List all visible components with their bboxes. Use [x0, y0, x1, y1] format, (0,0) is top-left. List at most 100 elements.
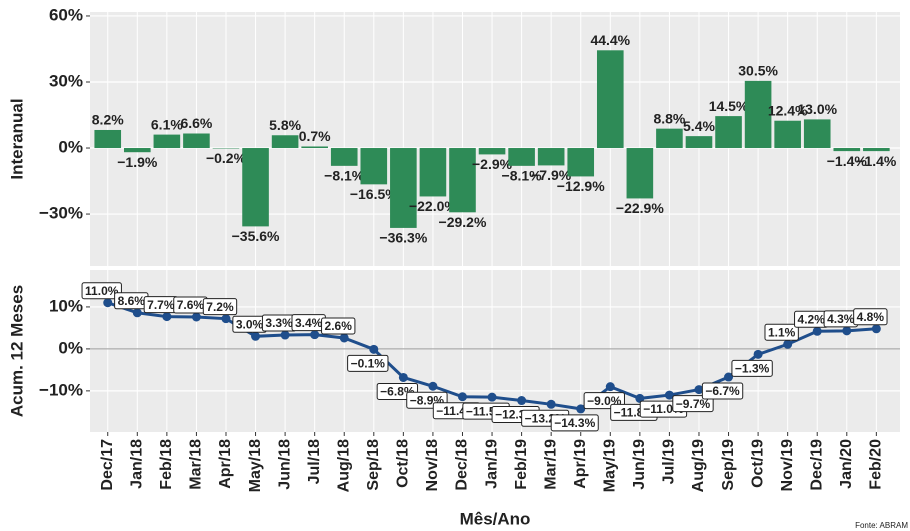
- bar: [803, 119, 831, 149]
- data-label: 4.2%: [798, 312, 826, 326]
- point: [842, 326, 852, 336]
- point: [664, 390, 674, 400]
- point: [457, 392, 467, 402]
- point: [280, 330, 290, 340]
- x-tick-label: Nov/19: [779, 439, 796, 492]
- point: [132, 308, 142, 318]
- data-label-box: −6.8%: [376, 382, 419, 400]
- label-background: [81, 282, 122, 300]
- data-label: −8.1%: [324, 168, 365, 184]
- point: [871, 324, 881, 334]
- data-label-box: 1.1%: [764, 323, 799, 341]
- point: [605, 382, 615, 392]
- x-tick-label: Jul/18: [306, 439, 323, 484]
- data-label: −0.1%: [351, 356, 386, 370]
- bar: [774, 120, 801, 149]
- data-label: −8.1%: [502, 168, 543, 184]
- data-label: −12.9%: [557, 178, 605, 194]
- bar: [419, 148, 447, 197]
- data-label: −0.2%: [206, 150, 247, 166]
- bar: [330, 148, 358, 166]
- bar: [508, 148, 535, 166]
- data-label: −2.9%: [472, 156, 513, 172]
- x-tick-label: Nov/18: [424, 439, 441, 492]
- data-label-box: 11.0%: [81, 282, 122, 300]
- x-axis-title: Mês/Ano: [460, 509, 531, 528]
- bar: [478, 148, 506, 155]
- y-tick-label: 30%: [49, 71, 83, 90]
- data-label: 3.4%: [295, 316, 323, 330]
- data-label: 6.1%: [151, 116, 183, 132]
- x-tick-label: Mar/18: [188, 439, 205, 490]
- data-label: −9.7%: [676, 397, 711, 411]
- y-axis-title: Interanual: [7, 98, 26, 179]
- point: [487, 392, 497, 402]
- x-tick-label: Jun/18: [276, 439, 293, 490]
- point: [694, 385, 704, 395]
- x-tick-label: Aug/18: [335, 439, 352, 492]
- data-label: −1.3%: [735, 362, 770, 376]
- data-label-box: 2.6%: [321, 317, 356, 335]
- bar: [123, 148, 151, 153]
- data-label: −22.9%: [616, 200, 664, 216]
- y-tick-label: 60%: [49, 5, 83, 24]
- data-label-box: 4.2%: [794, 310, 829, 328]
- data-label-box: −0.1%: [347, 354, 389, 372]
- y-tick-label: −10%: [39, 380, 83, 399]
- bar: [360, 148, 388, 185]
- x-tick-label: May/19: [602, 439, 619, 492]
- y-tick-label: 10%: [49, 296, 83, 315]
- point: [546, 399, 556, 409]
- bar: [567, 148, 595, 177]
- label-background: [672, 395, 714, 413]
- data-label: −1.4%: [827, 153, 868, 169]
- x-tick-label: Dec/19: [808, 439, 825, 491]
- data-label: 4.3%: [827, 312, 855, 326]
- point: [753, 349, 763, 359]
- data-label-box: 4.8%: [853, 308, 888, 326]
- data-label: 7.7%: [147, 298, 175, 312]
- data-label: 5.4%: [683, 118, 715, 134]
- data-label: −16.5%: [350, 186, 398, 202]
- data-label: 12.4%: [768, 102, 808, 118]
- data-label-box: −9.7%: [672, 395, 714, 413]
- data-label: −6.7%: [705, 384, 740, 398]
- label-background: [853, 308, 888, 326]
- bar: [744, 80, 772, 149]
- data-label: 0.7%: [299, 128, 331, 144]
- data-label: −7.9%: [531, 167, 572, 183]
- data-label-box: −14.3%: [550, 414, 599, 432]
- point: [191, 312, 201, 322]
- data-label: 14.5%: [709, 98, 749, 114]
- x-tick-label: Dec/17: [99, 439, 116, 491]
- data-label: 3.0%: [236, 317, 264, 331]
- bar: [537, 148, 565, 166]
- data-label: 8.2%: [92, 112, 124, 128]
- data-label: −14.3%: [554, 416, 595, 430]
- data-label: 6.6%: [180, 115, 212, 131]
- bar: [183, 133, 210, 149]
- bar: [863, 148, 890, 152]
- x-tick-label: Aug/19: [690, 439, 707, 492]
- point: [103, 298, 113, 308]
- point: [251, 331, 261, 341]
- bar: [271, 135, 299, 149]
- data-label: 2.6%: [325, 319, 353, 333]
- x-tick-label: Feb/19: [513, 439, 530, 490]
- data-label-box: 3.4%: [291, 314, 326, 332]
- bar: [94, 129, 122, 149]
- data-label: 8.6%: [118, 294, 146, 308]
- x-tick-label: Feb/18: [158, 439, 175, 490]
- data-label-box: −6.7%: [701, 382, 744, 400]
- point: [783, 339, 793, 349]
- data-label-box: 8.6%: [114, 292, 149, 310]
- point: [339, 333, 349, 343]
- point: [369, 344, 379, 354]
- point: [576, 404, 586, 414]
- x-tick-label: May/18: [247, 439, 264, 492]
- bar: [242, 148, 269, 227]
- data-label: 11.0%: [85, 284, 119, 298]
- label-background: [202, 298, 238, 316]
- data-label: −6.8%: [380, 385, 415, 399]
